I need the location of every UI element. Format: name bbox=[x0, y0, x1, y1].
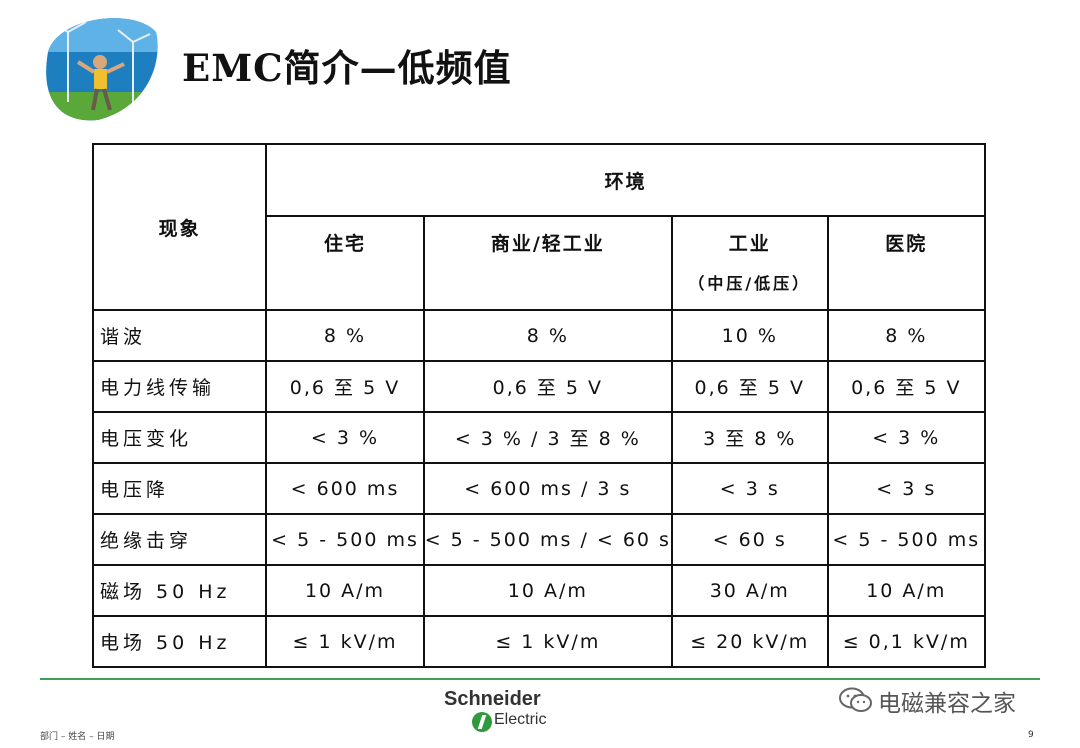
table-row: 电压变化 < 3 % < 3 % / 3 至 8 % 3 至 8 % < 3 % bbox=[91, 411, 987, 464]
table-cell: ≤ 20 kV/m bbox=[670, 615, 829, 668]
table-cell: ≤ 0,1 kV/m bbox=[826, 615, 987, 668]
row-label: 电压降 bbox=[91, 462, 268, 515]
table-row: 磁场 50 Hz 10 A/m 10 A/m 30 A/m 10 A/m bbox=[91, 564, 987, 617]
table-row: 谐波 8 % 8 % 10 % 8 % bbox=[91, 309, 987, 362]
column-header-industrial: 工业 （中压/低压） bbox=[670, 215, 829, 311]
slide-title: EMC简介—低频值 bbox=[182, 46, 512, 90]
page-number: 9 bbox=[1028, 730, 1034, 740]
windmill-photo-badge-icon bbox=[46, 18, 158, 121]
table-cell: 8 % bbox=[265, 309, 425, 362]
row-label: 绝缘击穿 bbox=[91, 513, 268, 566]
schneider-mark-icon bbox=[472, 712, 492, 732]
column-header-label: 工业 bbox=[728, 233, 771, 255]
table-cell: < 3 s bbox=[826, 462, 987, 515]
header-phenomenon: 现象 bbox=[91, 143, 268, 311]
footer-department-name-date: 部门 – 姓名 – 日期 bbox=[40, 732, 115, 742]
table-cell: 3 至 8 % bbox=[670, 411, 829, 464]
column-header-label: 医院 bbox=[885, 233, 928, 255]
column-header-sub: （中压/低压） bbox=[688, 274, 812, 293]
table-cell: ≤ 1 kV/m bbox=[265, 615, 425, 668]
table-cell: < 600 ms / 3 s bbox=[422, 462, 673, 515]
brand-bottom-row: Electric bbox=[444, 711, 574, 733]
column-header-label: 商业/轻工业 bbox=[490, 233, 605, 255]
row-label: 谐波 bbox=[91, 309, 268, 362]
table-row: 电力线传输 0,6 至 5 V 0,6 至 5 V 0,6 至 5 V 0,6 … bbox=[91, 360, 987, 413]
column-header-hospital: 医院 bbox=[826, 215, 987, 311]
schneider-electric-logo: Schneider Electric bbox=[444, 688, 574, 736]
watermark-text: 电磁兼容之家 bbox=[878, 691, 1016, 717]
table-cell: 0,6 至 5 V bbox=[826, 360, 987, 413]
table-cell: 30 A/m bbox=[670, 564, 829, 617]
brand-name-bottom: Electric bbox=[494, 711, 547, 728]
table-row: 电压降 < 600 ms < 600 ms / 3 s < 3 s < 3 s bbox=[91, 462, 987, 515]
table-cell: < 5 - 500 ms bbox=[826, 513, 987, 566]
row-label: 电力线传输 bbox=[91, 360, 268, 413]
table-cell: 0,6 至 5 V bbox=[422, 360, 673, 413]
table-cell: 10 % bbox=[670, 309, 829, 362]
table-cell: < 5 - 500 ms / < 60 s bbox=[422, 513, 673, 566]
table-cell: 10 A/m bbox=[826, 564, 987, 617]
column-header-residential: 住宅 bbox=[265, 215, 425, 311]
row-label: 电压变化 bbox=[91, 411, 268, 464]
table-cell: 0,6 至 5 V bbox=[265, 360, 425, 413]
table-cell: 10 A/m bbox=[422, 564, 673, 617]
emc-table: 现象 环境 住宅 商业/轻工业 工业 （中压/低压） 医院 谐波 8 % 8 % … bbox=[91, 143, 987, 668]
footer-divider bbox=[40, 678, 1040, 680]
row-label: 电场 50 Hz bbox=[91, 615, 268, 668]
table-cell: < 5 - 500 ms bbox=[265, 513, 425, 566]
table-cell: 10 A/m bbox=[265, 564, 425, 617]
column-header-label: 住宅 bbox=[324, 233, 367, 255]
table-cell: 8 % bbox=[422, 309, 673, 362]
table-row: 电场 50 Hz ≤ 1 kV/m ≤ 1 kV/m ≤ 20 kV/m ≤ 0… bbox=[91, 615, 987, 668]
brand-name-top: Schneider bbox=[444, 688, 541, 710]
table-cell: 0,6 至 5 V bbox=[670, 360, 829, 413]
table-cell: 8 % bbox=[826, 309, 987, 362]
table-row: 绝缘击穿 < 5 - 500 ms < 5 - 500 ms / < 60 s … bbox=[91, 513, 987, 566]
header-environment: 环境 bbox=[265, 143, 986, 217]
table-cell: < 60 s bbox=[670, 513, 829, 566]
wechat-icon bbox=[839, 687, 872, 712]
table-cell: < 3 % bbox=[826, 411, 987, 464]
table-cell: < 600 ms bbox=[265, 462, 425, 515]
row-label: 磁场 50 Hz bbox=[91, 564, 268, 617]
table-cell: < 3 s bbox=[670, 462, 829, 515]
table-cell: < 3 % bbox=[265, 411, 425, 464]
table-cell: ≤ 1 kV/m bbox=[422, 615, 673, 668]
table-cell: < 3 % / 3 至 8 % bbox=[422, 411, 673, 464]
column-header-commercial: 商业/轻工业 bbox=[422, 215, 673, 311]
